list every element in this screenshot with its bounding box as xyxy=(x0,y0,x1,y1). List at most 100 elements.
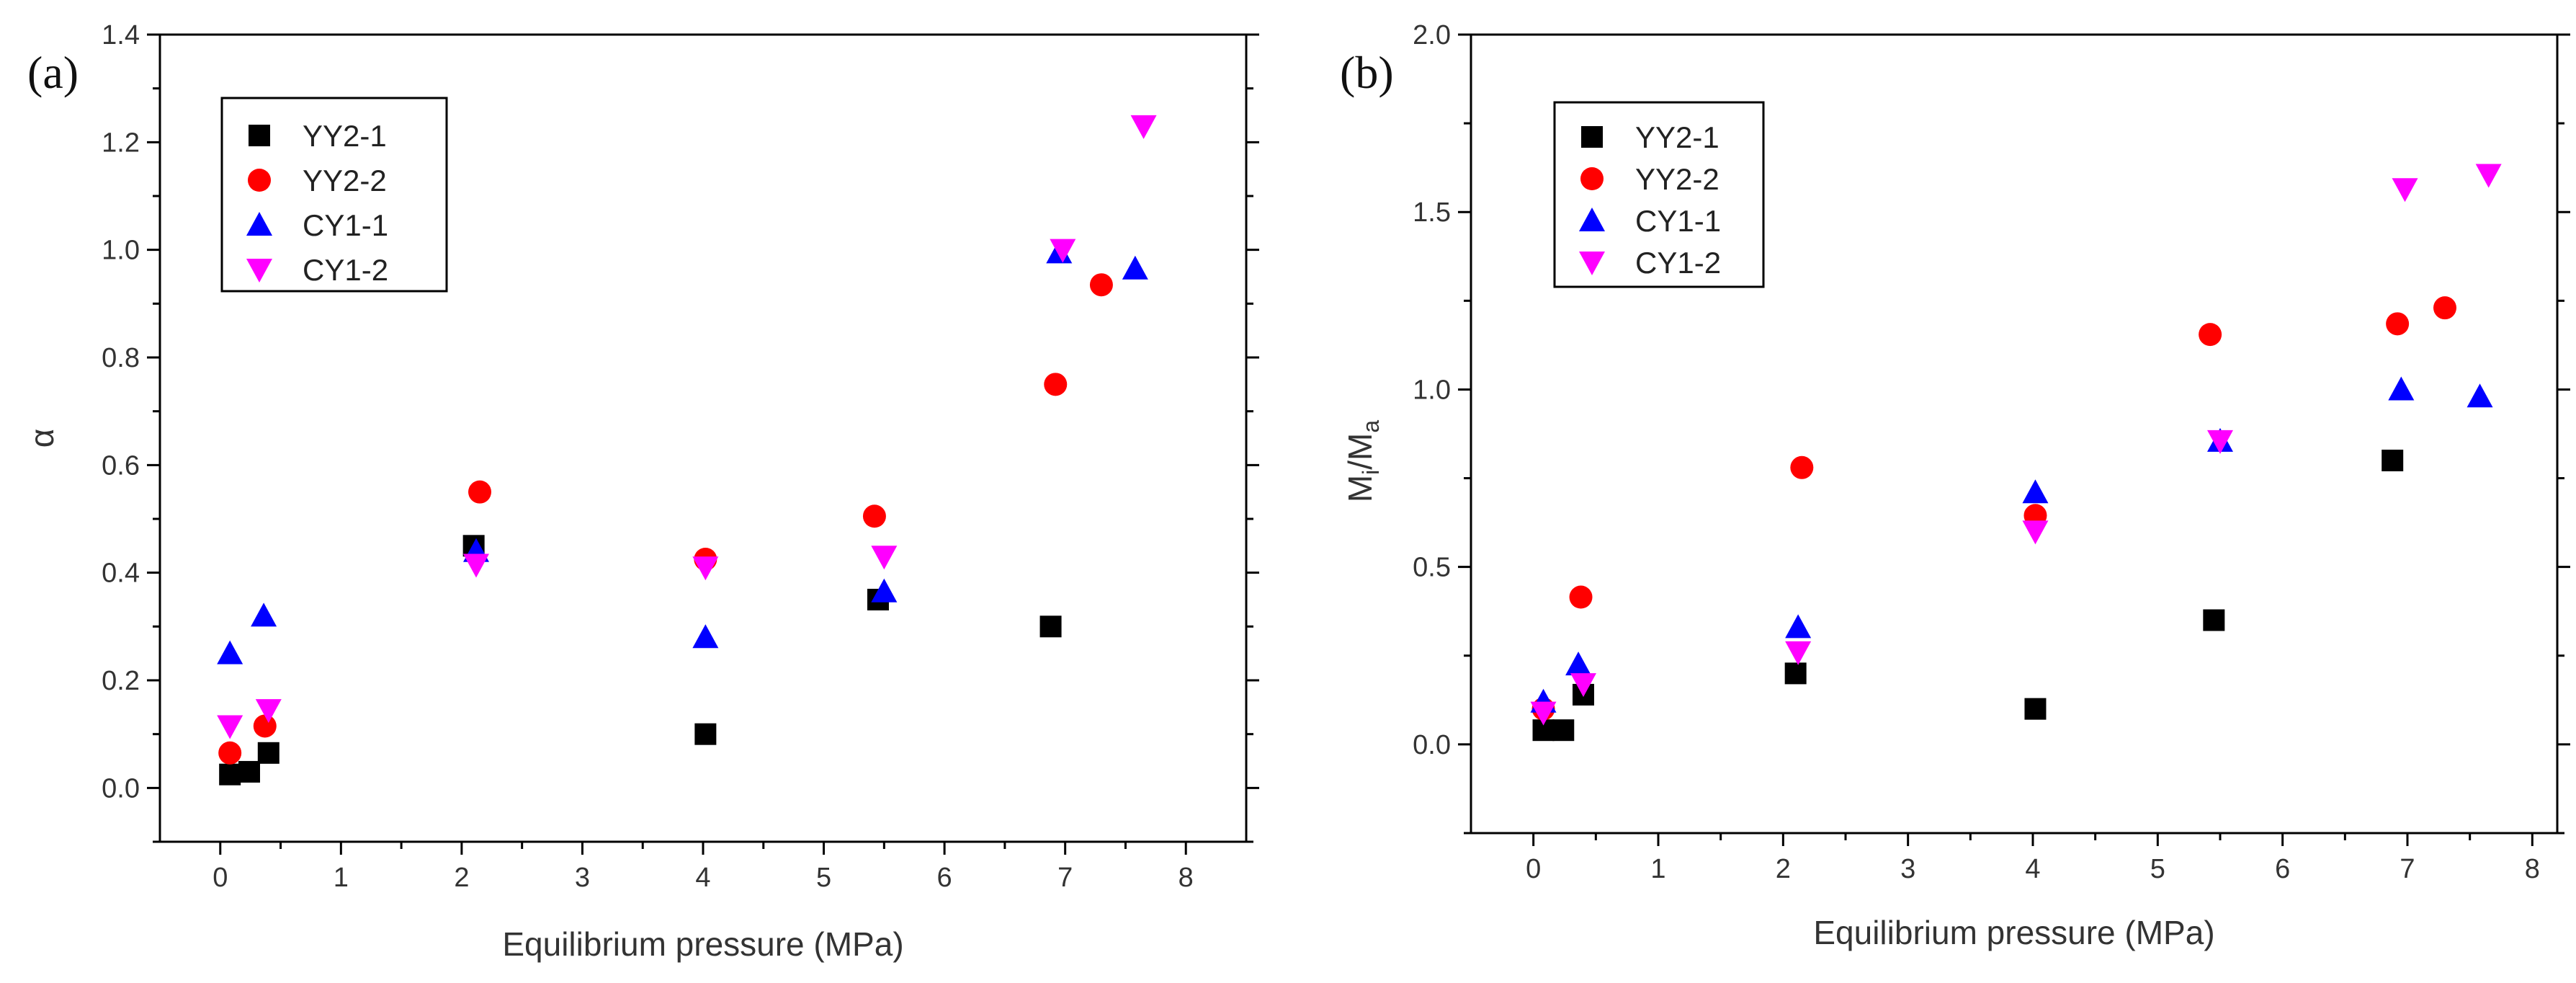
data-point-cy1-1 xyxy=(2467,383,2493,408)
panel-a-data-points xyxy=(217,115,1157,786)
panel-b-y-axis-label-sub2: a xyxy=(1358,420,1384,433)
x-tick-label: 6 xyxy=(937,863,952,893)
y-tick-label: 1.4 xyxy=(102,20,140,50)
data-point-cy1-1 xyxy=(251,602,277,627)
x-tick-label: 0 xyxy=(213,863,228,893)
legend-marker-cy1-2 xyxy=(246,259,272,283)
x-tick-label: 7 xyxy=(2400,854,2415,884)
x-tick-label: 6 xyxy=(2275,854,2290,884)
data-point-yy2-2 xyxy=(2199,323,2222,347)
legend-marker-cy1-1 xyxy=(1579,208,1605,231)
data-point-cy1-2 xyxy=(1130,115,1157,139)
data-point-cy1-2 xyxy=(871,546,898,570)
data-point-cy1-2 xyxy=(217,715,243,739)
y-tick-label: 0.6 xyxy=(102,450,140,481)
data-point-cy1-2 xyxy=(692,556,719,581)
data-point-yy2-2 xyxy=(2433,296,2456,320)
data-point-yy2-1 xyxy=(2203,609,2225,631)
x-tick-label: 7 xyxy=(1057,863,1073,893)
data-point-yy2-2 xyxy=(468,480,492,504)
x-tick-label: 3 xyxy=(1900,854,1915,884)
x-tick-label: 2 xyxy=(1776,854,1791,884)
x-tick-label: 8 xyxy=(2525,854,2540,884)
data-point-cy1-1 xyxy=(2022,479,2049,504)
data-point-cy1-2 xyxy=(1050,239,1076,263)
x-tick-label: 5 xyxy=(816,863,831,893)
data-point-yy2-1 xyxy=(2024,698,2047,720)
x-tick-label: 0 xyxy=(1526,854,1541,884)
chart-panel-b: (b) 0 1 2 3 4 5 6 7 8 0.0 0.5 1.0 1.5 2.0 Equilibriu… xyxy=(1340,20,2570,951)
data-point-yy2-2 xyxy=(1089,273,1113,297)
data-point-yy2-1 xyxy=(2382,449,2404,471)
legend-marker-cy1-2 xyxy=(1579,252,1605,275)
legend-marker-yy2-1 xyxy=(249,125,270,146)
y-tick-label: 1.0 xyxy=(1413,375,1451,405)
legend-marker-cy1-1 xyxy=(246,212,272,236)
x-tick-label: 5 xyxy=(2150,854,2165,884)
data-point-cy1-1 xyxy=(1785,614,1812,639)
y-tick-label: 0.5 xyxy=(1413,553,1451,583)
panel-a-y-ticks: 0.0 0.2 0.4 0.6 0.8 1.0 1.2 1.4 xyxy=(102,20,1259,843)
y-tick-label: 2.0 xyxy=(1413,20,1451,50)
x-tick-label: 8 xyxy=(1179,863,1194,893)
data-point-cy1-1 xyxy=(692,624,719,649)
data-point-yy2-2 xyxy=(218,741,242,765)
panel-b-legend: YY2-1 YY2-2 CY1-1 CY1-2 xyxy=(1553,101,1765,288)
y-tick-label: 0.2 xyxy=(102,666,140,696)
data-point-cy1-2 xyxy=(2392,178,2418,203)
data-point-cy1-2 xyxy=(255,699,282,724)
y-tick-label: 1.0 xyxy=(102,236,140,266)
data-point-cy1-2 xyxy=(2207,430,2233,454)
x-tick-label: 1 xyxy=(1650,854,1665,884)
data-point-yy2-1 xyxy=(219,763,241,786)
data-point-yy2-2 xyxy=(1569,585,1593,609)
data-point-cy1-2 xyxy=(2022,520,2049,545)
data-point-cy1-1 xyxy=(2388,376,2415,401)
data-point-cy1-1 xyxy=(1122,255,1148,280)
data-point-yy2-1 xyxy=(238,760,260,783)
data-point-yy2-1 xyxy=(694,723,717,745)
data-point-cy1-2 xyxy=(1530,701,1557,726)
panel-b-y-axis-label-tail: /M xyxy=(1341,433,1379,470)
panel-b-plot-frame xyxy=(1470,33,2559,835)
data-point-cy1-2 xyxy=(1570,673,1596,698)
panel-b-y-ticks: 0.0 0.5 1.0 1.5 2.0 xyxy=(1413,20,2570,835)
legend-label-cy1-1: CY1-1 xyxy=(1635,204,1721,238)
y-tick-label: 0.4 xyxy=(102,559,140,589)
y-tick-label: 0.0 xyxy=(1413,730,1451,760)
legend-marker-yy2-1 xyxy=(1581,126,1603,148)
legend-label-cy1-1: CY1-1 xyxy=(303,208,388,242)
chart-panel-a: (a) 0 1 2 3 4 5 6 7 8 0.0 0.2 0.4 0.6 0.8 1.0 1.2 1.4 E… xyxy=(23,20,1259,963)
data-point-yy2-2 xyxy=(862,504,886,528)
x-tick-label: 3 xyxy=(575,863,590,893)
legend-marker-yy2-2 xyxy=(1580,167,1604,190)
data-point-yy2-1 xyxy=(1039,615,1062,638)
x-tick-label: 4 xyxy=(695,863,710,893)
panel-a-x-axis-label: Equilibrium pressure (MPa) xyxy=(502,925,903,963)
data-point-yy2-2 xyxy=(1790,455,1814,479)
panel-b-x-axis-label: Equilibrium pressure (MPa) xyxy=(1813,914,2214,951)
data-point-yy2-2 xyxy=(253,714,277,738)
data-point-cy1-1 xyxy=(1565,651,1592,676)
x-tick-label: 1 xyxy=(334,863,349,893)
data-point-cy1-2 xyxy=(1785,641,1812,665)
data-point-yy2-1 xyxy=(1784,662,1807,685)
y-tick-label: 1.2 xyxy=(102,128,140,158)
legend-label-yy2-2: YY2-2 xyxy=(303,164,387,197)
legend-label-cy1-2: CY1-2 xyxy=(1635,246,1721,280)
panel-a-legend: YY2-1 YY2-2 CY1-1 CY1-2 xyxy=(220,97,448,293)
panel-b-x-ticks: 0 1 2 3 4 5 6 7 8 xyxy=(1526,833,2540,884)
data-point-cy1-1 xyxy=(871,578,898,602)
data-point-yy2-1 xyxy=(257,742,279,764)
legend-label-cy1-2: CY1-2 xyxy=(303,253,388,287)
data-point-yy2-2 xyxy=(2386,312,2410,336)
data-point-cy1-2 xyxy=(462,553,489,578)
y-tick-label: 1.5 xyxy=(1413,197,1451,228)
legend-marker-yy2-2 xyxy=(248,169,271,192)
data-point-cy1-1 xyxy=(217,640,243,664)
panel-b-y-axis-label: Mi/Ma xyxy=(1341,420,1384,503)
x-tick-label: 2 xyxy=(454,863,469,893)
panel-a-y-axis-label: α xyxy=(23,429,61,448)
panel-a-label: (a) xyxy=(27,47,79,98)
data-point-yy2-2 xyxy=(1044,373,1068,396)
